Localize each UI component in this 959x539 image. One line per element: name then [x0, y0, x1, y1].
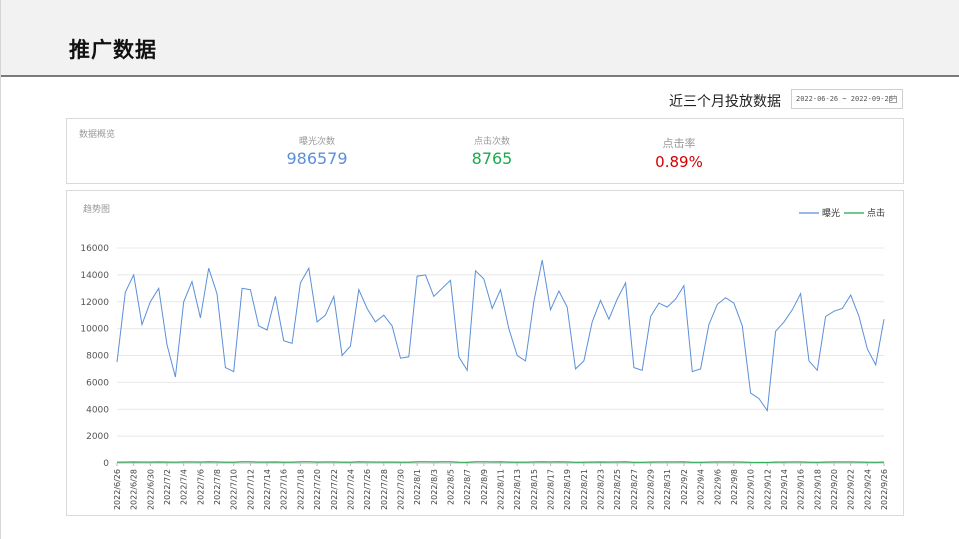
x-tick-label: 2022/7/28 [380, 469, 389, 510]
stat-ctr-value: 0.89% [655, 153, 703, 171]
x-tick-label: 2022/8/29 [647, 469, 656, 510]
overview-panel: 数据概览 曝光次数 986579 点击次数 8765 点击率 0.89% [66, 118, 904, 184]
stat-ctr: 点击率 0.89% [639, 135, 719, 171]
x-tick-label: 2022/7/24 [346, 469, 355, 510]
x-tick-label: 2022/8/21 [580, 469, 589, 510]
legend-label: 曝光 [822, 207, 840, 219]
chart-title: 趋势图 [83, 205, 111, 215]
x-tick-label: 2022/9/8 [730, 469, 739, 505]
x-tick-label: 2022/7/18 [296, 469, 305, 510]
x-tick-label: 2022/8/31 [663, 469, 672, 510]
range-label: 近三个月投放数据 [669, 94, 781, 110]
x-tick-label: 2022/9/10 [747, 469, 756, 510]
x-tick-label: 2022/7/26 [363, 469, 372, 510]
x-tick-label: 2022/9/14 [780, 469, 789, 510]
stat-clicks: 点击次数 8765 [452, 134, 532, 168]
x-tick-label: 2022/7/2 [163, 469, 172, 505]
y-tick-label: 0 [103, 459, 109, 469]
y-tick-label: 14000 [80, 271, 109, 281]
x-tick-label: 2022/9/20 [830, 469, 839, 510]
y-tick-label: 2000 [86, 432, 109, 442]
x-tick-label: 2022/7/30 [396, 469, 405, 510]
x-tick-label: 2022/8/25 [613, 469, 622, 510]
x-tick-label: 2022/9/26 [880, 469, 889, 510]
x-tick-label: 2022/9/4 [697, 469, 706, 505]
x-tick-label: 2022/8/7 [463, 469, 472, 505]
x-tick-label: 2022/9/24 [863, 469, 872, 510]
page-title: 推广数据 [69, 38, 157, 62]
calendar-icon [889, 95, 897, 103]
x-tick-label: 2022/7/6 [196, 469, 205, 505]
stat-impressions: 曝光次数 986579 [277, 134, 357, 168]
y-tick-label: 16000 [80, 244, 109, 254]
x-tick-label: 2022/9/2 [680, 469, 689, 505]
overview-label: 数据概览 [79, 130, 116, 140]
x-tick-label: 2022/8/3 [430, 469, 439, 505]
x-tick-label: 2022/8/11 [497, 469, 506, 510]
x-tick-label: 2022/7/16 [280, 469, 289, 510]
stat-clicks-name: 点击次数 [473, 137, 510, 147]
trend-panel: 趋势图 0 2000 4000 6000 8000 10000 12000 14000 1600… [66, 190, 904, 516]
series-line-impressions [116, 260, 885, 412]
x-tick-label: 2022/8/15 [530, 469, 539, 510]
y-tick-label: 12000 [80, 298, 109, 308]
stat-clicks-value: 8765 [471, 149, 513, 168]
y-tick-label: 8000 [86, 352, 109, 362]
x-tick-label: 2022/8/19 [563, 469, 572, 510]
x-tick-label: 2022/7/4 [180, 469, 189, 505]
x-tick-label: 2022/9/6 [713, 469, 722, 505]
x-tick-label: 2022/8/5 [446, 469, 455, 505]
x-tick-label: 2022/8/13 [513, 469, 522, 510]
x-tick-label: 2022/9/18 [813, 469, 822, 510]
x-tick-label: 2022/7/10 [230, 469, 239, 510]
x-tick-label: 2022/9/22 [847, 469, 856, 510]
x-tick-label: 2022/6/30 [146, 469, 155, 510]
page-header: 推广数据 [1, 0, 959, 77]
x-tick-label: 2022/7/20 [313, 469, 322, 510]
x-tick-label: 2022/8/23 [597, 469, 606, 510]
x-tick-label: 2022/6/26 [113, 469, 122, 510]
y-tick-label: 10000 [80, 325, 109, 335]
x-tick-label: 2022/7/8 [213, 469, 222, 505]
y-tick-label: 6000 [86, 378, 109, 388]
x-tick-label: 2022/6/28 [130, 469, 139, 510]
stat-impressions-value: 986579 [286, 149, 348, 168]
date-range-value: 2022-06-26 ~ 2022-09-26 [796, 95, 893, 103]
y-tick-label: 4000 [86, 405, 109, 415]
stat-ctr-name: 点击率 [662, 137, 696, 150]
x-tick-label: 2022/8/17 [547, 469, 556, 510]
trend-chart: 0 2000 4000 6000 8000 10000 12000 14000 16000 202… [80, 207, 889, 510]
x-tick-label: 2022/9/12 [763, 469, 772, 510]
x-tick-label: 2022/9/16 [797, 469, 806, 510]
date-range-picker[interactable]: 2022-06-26 ~ 2022-09-26 [791, 89, 903, 109]
x-tick-label: 2022/8/9 [480, 469, 489, 505]
stat-impressions-name: 曝光次数 [298, 137, 335, 147]
series-line-clicks [116, 461, 885, 463]
x-tick-label: 2022/7/14 [263, 469, 272, 510]
x-tick-label: 2022/7/22 [330, 469, 339, 510]
x-tick-label: 2022/8/1 [413, 469, 422, 505]
legend-label: 点击 [867, 207, 885, 219]
x-tick-label: 2022/8/27 [630, 469, 639, 510]
x-tick-label: 2022/7/12 [246, 469, 255, 510]
